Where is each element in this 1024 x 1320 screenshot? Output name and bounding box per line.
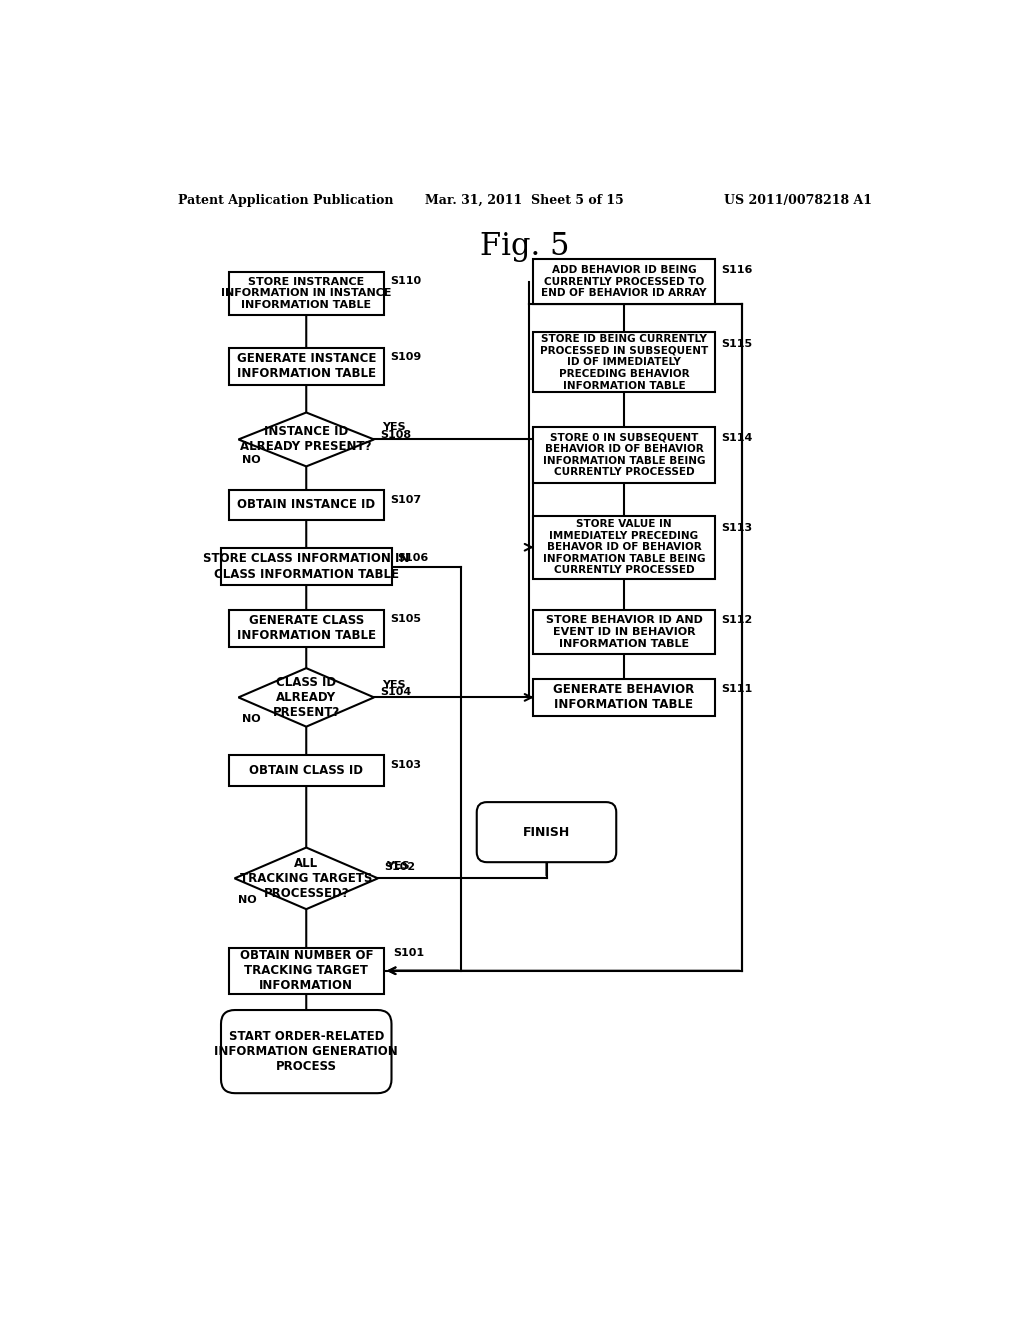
Text: STORE BEHAVIOR ID AND
EVENT ID IN BEHAVIOR
INFORMATION TABLE: STORE BEHAVIOR ID AND EVENT ID IN BEHAVI… — [546, 615, 702, 648]
Text: S114: S114 — [721, 433, 753, 444]
Polygon shape — [234, 847, 378, 909]
Text: Patent Application Publication: Patent Application Publication — [178, 194, 394, 207]
Text: US 2011/0078218 A1: US 2011/0078218 A1 — [724, 194, 872, 207]
Text: STORE 0 IN SUBSEQUENT
BEHAVIOR ID OF BEHAVIOR
INFORMATION TABLE BEING
CURRENTLY : STORE 0 IN SUBSEQUENT BEHAVIOR ID OF BEH… — [543, 433, 706, 478]
Bar — [228, 490, 384, 520]
Text: S101: S101 — [393, 948, 424, 957]
Text: S113: S113 — [721, 523, 753, 532]
Text: Fig. 5: Fig. 5 — [480, 231, 569, 263]
Bar — [228, 755, 384, 785]
Text: NO: NO — [239, 895, 257, 906]
Text: GENERATE BEHAVIOR
INFORMATION TABLE: GENERATE BEHAVIOR INFORMATION TABLE — [553, 684, 694, 711]
Polygon shape — [239, 668, 374, 726]
FancyBboxPatch shape — [477, 803, 616, 862]
Bar — [532, 428, 715, 483]
Text: S105: S105 — [390, 614, 421, 624]
Text: GENERATE INSTANCE
INFORMATION TABLE: GENERATE INSTANCE INFORMATION TABLE — [237, 352, 376, 380]
Text: S106: S106 — [397, 553, 429, 562]
Text: ALL
TRACKING TARGETS
PROCESSED?: ALL TRACKING TARGETS PROCESSED? — [240, 857, 373, 900]
Text: S102: S102 — [384, 862, 416, 871]
Text: Mar. 31, 2011  Sheet 5 of 15: Mar. 31, 2011 Sheet 5 of 15 — [425, 194, 625, 207]
Text: FINISH: FINISH — [523, 825, 570, 838]
Text: START ORDER-RELATED
INFORMATION GENERATION
PROCESS: START ORDER-RELATED INFORMATION GENERATI… — [214, 1030, 398, 1073]
Bar — [532, 610, 715, 655]
Text: S107: S107 — [390, 495, 421, 504]
Text: STORE CLASS INFORMATION IN
CLASS INFORMATION TABLE: STORE CLASS INFORMATION IN CLASS INFORMA… — [203, 553, 410, 581]
Text: STORE VALUE IN
IMMEDIATELY PRECEDING
BEHAVOR ID OF BEHAVIOR
INFORMATION TABLE BE: STORE VALUE IN IMMEDIATELY PRECEDING BEH… — [543, 519, 706, 576]
Text: STORE INSTRANCE
INFORMATION IN INSTANCE
INFORMATION TABLE: STORE INSTRANCE INFORMATION IN INSTANCE … — [221, 277, 391, 310]
Text: S103: S103 — [390, 760, 421, 770]
Text: S115: S115 — [721, 339, 753, 350]
Text: S112: S112 — [721, 615, 753, 624]
Bar — [228, 610, 384, 647]
Bar — [532, 678, 715, 715]
Bar — [228, 348, 384, 385]
Text: S104: S104 — [380, 686, 412, 697]
Text: GENERATE CLASS
INFORMATION TABLE: GENERATE CLASS INFORMATION TABLE — [237, 614, 376, 642]
Text: S110: S110 — [390, 276, 421, 286]
Text: S116: S116 — [721, 264, 753, 275]
Text: S108: S108 — [380, 430, 412, 440]
FancyBboxPatch shape — [221, 1010, 391, 1093]
Text: NO: NO — [243, 455, 261, 465]
Text: S111: S111 — [721, 684, 753, 693]
Polygon shape — [239, 412, 374, 466]
Text: OBTAIN INSTANCE ID: OBTAIN INSTANCE ID — [238, 499, 376, 511]
Text: INSTANCE ID
ALREADY PRESENT?: INSTANCE ID ALREADY PRESENT? — [241, 425, 372, 454]
Text: CLASS ID
ALREADY
PRESENT?: CLASS ID ALREADY PRESENT? — [272, 676, 340, 719]
Text: ADD BEHAVIOR ID BEING
CURRENTLY PROCESSED TO
END OF BEHAVIOR ID ARRAY: ADD BEHAVIOR ID BEING CURRENTLY PROCESSE… — [542, 265, 707, 298]
Bar — [532, 516, 715, 579]
Text: NO: NO — [243, 714, 261, 725]
Bar — [221, 548, 391, 585]
Bar — [228, 948, 384, 994]
Text: OBTAIN CLASS ID: OBTAIN CLASS ID — [249, 764, 364, 777]
Bar — [532, 333, 715, 392]
Bar — [532, 259, 715, 304]
Text: YES: YES — [382, 680, 406, 689]
Text: YES: YES — [382, 422, 406, 432]
Text: OBTAIN NUMBER OF
TRACKING TARGET
INFORMATION: OBTAIN NUMBER OF TRACKING TARGET INFORMA… — [240, 949, 373, 993]
Text: STORE ID BEING CURRENTLY
PROCESSED IN SUBSEQUENT
ID OF IMMEDIATELY
PRECEDING BEH: STORE ID BEING CURRENTLY PROCESSED IN SU… — [540, 334, 709, 391]
Bar — [228, 272, 384, 314]
Text: YES: YES — [386, 861, 410, 871]
Text: S109: S109 — [390, 352, 421, 363]
